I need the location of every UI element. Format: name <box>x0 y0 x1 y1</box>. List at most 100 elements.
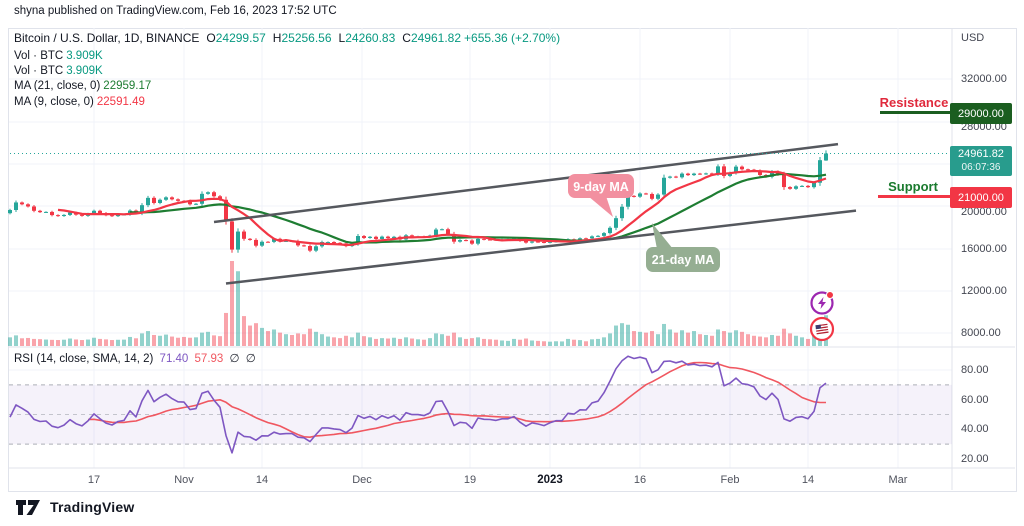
candle[interactable] <box>824 153 828 161</box>
candle[interactable] <box>650 193 654 199</box>
volume-bar[interactable] <box>374 338 378 346</box>
volume-bars[interactable] <box>8 261 828 346</box>
candle[interactable] <box>482 238 486 240</box>
volume-bar[interactable] <box>584 341 588 346</box>
volume-bar[interactable] <box>704 334 708 346</box>
volume-bar[interactable] <box>218 336 222 346</box>
candle[interactable] <box>734 166 738 173</box>
volume-bar[interactable] <box>650 331 654 346</box>
volume-bar[interactable] <box>518 339 522 346</box>
volume-bar[interactable] <box>260 327 264 346</box>
volume-bar[interactable] <box>728 332 732 346</box>
candle[interactable] <box>374 236 378 239</box>
volume-bar[interactable] <box>662 323 666 346</box>
volume-bar[interactable] <box>776 335 780 346</box>
volume-bar[interactable] <box>692 331 696 346</box>
volume-bar[interactable] <box>326 336 330 346</box>
candle[interactable] <box>464 240 468 242</box>
volume-bar[interactable] <box>536 340 540 346</box>
candle[interactable] <box>236 231 240 250</box>
candle[interactable] <box>98 210 102 214</box>
candle[interactable] <box>380 236 384 239</box>
volume-bar[interactable] <box>626 324 630 346</box>
volume-bar[interactable] <box>758 336 762 346</box>
candle[interactable] <box>242 231 246 239</box>
volume-bar[interactable] <box>404 337 408 346</box>
candle[interactable] <box>386 236 390 239</box>
candle[interactable] <box>806 185 810 188</box>
volume-bar[interactable] <box>578 340 582 346</box>
candle[interactable] <box>176 199 180 201</box>
candle[interactable] <box>410 235 414 237</box>
volume-bar[interactable] <box>110 340 114 346</box>
volume-bar[interactable] <box>752 335 756 346</box>
candle[interactable] <box>548 241 552 243</box>
volume-bar[interactable] <box>512 338 516 346</box>
candle[interactable] <box>674 176 678 178</box>
us-flag-event-icon[interactable] <box>809 316 835 342</box>
candle[interactable] <box>50 211 54 216</box>
volume-bar[interactable] <box>308 328 312 346</box>
volume-bar[interactable] <box>32 338 36 346</box>
candle[interactable] <box>542 241 546 243</box>
volume-bar[interactable] <box>452 332 456 346</box>
volume-bar[interactable] <box>344 335 348 346</box>
candle[interactable] <box>680 173 684 178</box>
candle[interactable] <box>644 193 648 195</box>
volume-bar[interactable] <box>68 338 72 346</box>
volume-bar[interactable] <box>602 337 606 346</box>
volume-bar[interactable] <box>320 334 324 346</box>
volume-bar[interactable] <box>290 334 294 346</box>
volume-bar[interactable] <box>224 312 228 346</box>
volume-bar[interactable] <box>698 334 702 346</box>
volume-bar[interactable] <box>434 333 438 346</box>
candle[interactable] <box>254 239 258 246</box>
volume-bar[interactable] <box>188 337 192 346</box>
volume-bar[interactable] <box>80 340 84 346</box>
volume-bar[interactable] <box>20 338 24 346</box>
volume-bar[interactable] <box>542 341 546 346</box>
candle[interactable] <box>152 197 156 203</box>
candle[interactable] <box>302 245 306 247</box>
ma9-line[interactable] <box>57 169 827 247</box>
volume-bar[interactable] <box>212 335 216 346</box>
candle[interactable] <box>368 236 372 238</box>
volume-bar[interactable] <box>182 336 186 346</box>
lightning-event-icon[interactable] <box>810 291 834 315</box>
volume-bar[interactable] <box>446 335 450 346</box>
volume-bar[interactable] <box>362 336 366 346</box>
candle[interactable] <box>638 193 642 197</box>
candle[interactable] <box>524 240 528 243</box>
volume-bar[interactable] <box>674 332 678 346</box>
volume-bar[interactable] <box>656 334 660 346</box>
volume-bar[interactable] <box>92 337 96 346</box>
volume-bar[interactable] <box>638 331 642 346</box>
candle[interactable] <box>668 176 672 178</box>
ma21-callout-bubble[interactable] <box>646 247 720 272</box>
candle[interactable] <box>62 214 66 217</box>
volume-bar[interactable] <box>278 332 282 346</box>
volume-bar[interactable] <box>422 339 426 346</box>
candle[interactable] <box>626 195 630 207</box>
volume-bar[interactable] <box>710 335 714 346</box>
volume-bar[interactable] <box>296 333 300 346</box>
candle[interactable] <box>440 229 444 231</box>
volume-bar[interactable] <box>644 332 648 346</box>
volume-bar[interactable] <box>416 339 420 346</box>
candle[interactable] <box>158 199 162 203</box>
volume-bar[interactable] <box>488 339 492 346</box>
volume-bar[interactable] <box>44 339 48 346</box>
candle[interactable] <box>296 241 300 246</box>
volume-bar[interactable] <box>560 341 564 346</box>
candle[interactable] <box>794 186 798 189</box>
volume-bar[interactable] <box>680 330 684 346</box>
candle[interactable] <box>92 210 96 214</box>
volume-bar[interactable] <box>146 331 150 346</box>
volume-bar[interactable] <box>392 337 396 346</box>
candle[interactable] <box>770 171 774 177</box>
volume-bar[interactable] <box>158 335 162 346</box>
candle[interactable] <box>818 160 822 183</box>
volume-bar[interactable] <box>620 323 624 346</box>
candle[interactable] <box>284 240 288 242</box>
volume-bar[interactable] <box>62 339 66 346</box>
